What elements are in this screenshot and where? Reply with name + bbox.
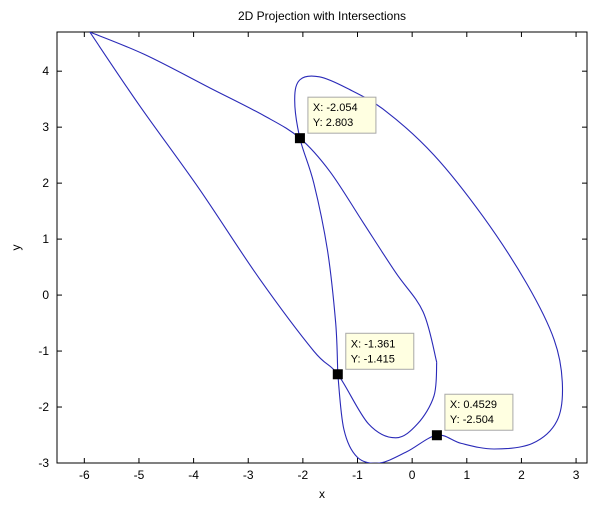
x-tick-label: -6 bbox=[79, 468, 90, 482]
datatip-x-value: X: -1.361 bbox=[351, 338, 396, 350]
datatip-2[interactable]: X: -1.361 Y: -1.415 bbox=[332, 332, 415, 380]
x-tick-label: -5 bbox=[134, 468, 145, 482]
y-tick-label: 1 bbox=[42, 232, 49, 246]
x-tick-label: 2 bbox=[518, 468, 525, 482]
intersection-marker[interactable] bbox=[431, 430, 442, 441]
y-tick-label: -2 bbox=[38, 400, 49, 414]
y-tick-label: 3 bbox=[42, 120, 49, 134]
datatip-3[interactable]: X: 0.4529 Y: -2.504 bbox=[431, 393, 514, 441]
y-axis-label: y bbox=[9, 245, 23, 251]
datatip-x-value: X: 0.4529 bbox=[450, 399, 497, 411]
x-tick-label: -3 bbox=[243, 468, 254, 482]
y-tick-label: -1 bbox=[38, 344, 49, 358]
x-axis-label: x bbox=[319, 487, 325, 501]
datatip-x-value: X: -2.054 bbox=[313, 102, 358, 114]
y-tick-label: 2 bbox=[42, 176, 49, 190]
y-axis-ticks: -3 -2 -1 0 1 2 3 4 bbox=[38, 64, 587, 470]
chart-title: 2D Projection with Intersections bbox=[238, 9, 406, 23]
datatip-y-value: Y: 2.803 bbox=[313, 117, 353, 129]
intersection-marker[interactable] bbox=[294, 133, 305, 144]
x-axis-ticks: -6 -5 -4 -3 -2 -1 0 1 2 3 bbox=[79, 32, 580, 482]
intersection-datatips: X: -2.054 Y: 2.803 X: -1.361 Y: -1.415 X: 0.… bbox=[294, 96, 514, 441]
datatip-box bbox=[307, 96, 377, 134]
intersection-marker[interactable] bbox=[332, 369, 343, 380]
x-tick-label: -4 bbox=[188, 468, 199, 482]
datatip-y-value: Y: -1.415 bbox=[351, 353, 395, 365]
y-tick-label: -3 bbox=[38, 456, 49, 470]
curve-segment-2 bbox=[89, 32, 438, 439]
datatip-box bbox=[345, 332, 415, 370]
x-tick-label: -1 bbox=[352, 468, 363, 482]
curve-segment-1 bbox=[89, 32, 438, 363]
x-tick-label: 3 bbox=[573, 468, 580, 482]
y-tick-label: 0 bbox=[42, 288, 49, 302]
y-tick-label: 4 bbox=[42, 64, 49, 78]
x-tick-label: -2 bbox=[298, 468, 309, 482]
datatip-box bbox=[444, 393, 514, 431]
datatip-y-value: Y: -2.504 bbox=[450, 414, 494, 426]
x-tick-label: 0 bbox=[409, 468, 416, 482]
datatip-1[interactable]: X: -2.054 Y: 2.803 bbox=[294, 96, 377, 144]
x-tick-label: 1 bbox=[463, 468, 470, 482]
